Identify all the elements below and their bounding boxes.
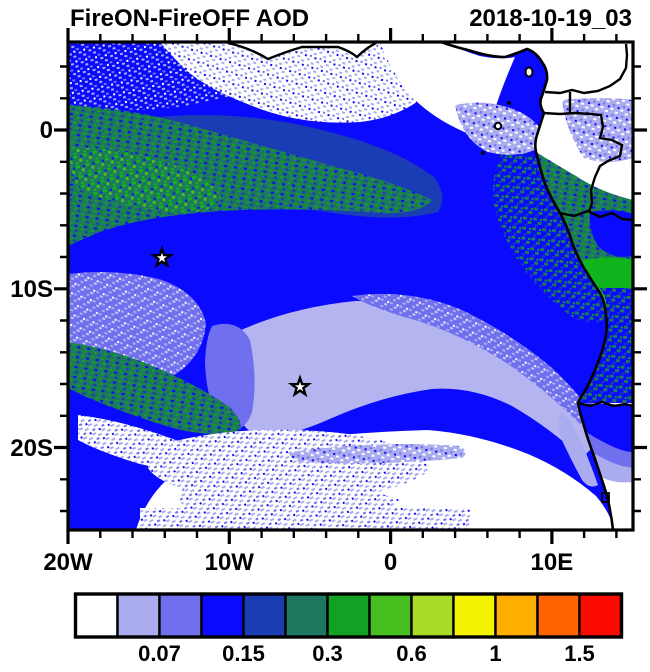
colorbar-cell-12 — [578, 592, 623, 639]
colorbar-cell-4 — [242, 592, 287, 639]
land-region-blue-patch — [589, 210, 633, 257]
aod-region-equatorial-teal-band — [68, 105, 432, 246]
colorbar-cell-11 — [536, 592, 581, 639]
axis-ticks — [54, 28, 647, 544]
coastline-guinea — [227, 42, 377, 61]
island-bioko — [524, 66, 534, 78]
y-tick-label-0: 0 — [40, 117, 53, 144]
colorbar: 0.07 0.15 0.3 0.6 1 1.5 — [73, 592, 624, 666]
border-angola-namibia — [577, 400, 633, 408]
plot-title: FireON-FireOFF AOD — [70, 5, 309, 32]
border-nigeria-cameroon — [544, 43, 629, 95]
colorbar-label-03: 0.3 — [312, 641, 343, 666]
islands — [481, 66, 534, 155]
aod-region-coast-lavender-strip — [558, 412, 598, 487]
colorbar-label-06: 0.6 — [396, 641, 427, 666]
colorbar-cell-9 — [452, 592, 497, 639]
colorbar-cell-3 — [200, 592, 245, 639]
colorbar-cell-1 — [116, 592, 161, 639]
colorbar-cell-6 — [326, 592, 371, 639]
colorbar-label-007: 0.07 — [138, 641, 181, 666]
island-annobon — [481, 151, 485, 155]
date-label: 2018-10-19_03 — [469, 5, 632, 32]
land-region-teal-band — [536, 152, 633, 288]
left-major-ticks — [54, 128, 68, 450]
colorbar-cell-0 — [74, 592, 119, 639]
aod-region-bottom-strip — [140, 508, 470, 530]
x-tick-label-20w: 20W — [43, 549, 93, 576]
colorbar-cell-2 — [158, 592, 203, 639]
colorbar-cell-5 — [284, 592, 329, 639]
colorbar-outline — [73, 592, 624, 639]
colorbar-cell-10 — [494, 592, 539, 639]
colorbar-label-1: 1 — [489, 641, 501, 666]
top-major-ticks — [66, 28, 554, 42]
left-minor-ticks — [60, 65, 68, 513]
right-major-ticks — [633, 128, 647, 450]
aod-ocean-field — [68, 42, 614, 530]
colorbar-cell-7 — [368, 592, 413, 639]
map-plot — [68, 42, 633, 530]
y-tick-label-20s: 20S — [10, 435, 53, 462]
colorbar-cell-8 — [410, 592, 455, 639]
y-tick-label-10s: 10S — [10, 276, 53, 303]
star-marker-2 — [287, 374, 313, 398]
border-walvis-bay — [601, 492, 610, 503]
border-gabon-congo — [542, 111, 624, 213]
island-sao-tome — [493, 121, 503, 131]
aod-region-swirl-sw — [78, 415, 216, 470]
aod-region-medlav-band-ne — [352, 293, 592, 424]
coastline-africa — [440, 42, 615, 530]
axis-labels: 0 10S 20S 20W 10W 0 10E — [10, 117, 573, 576]
aod-region-green-band-sw — [68, 342, 241, 434]
island-principe — [507, 101, 511, 105]
x-tick-label-10w: 10W — [205, 549, 255, 576]
aod-region-pale-wedge — [227, 300, 598, 458]
border-congo-angola — [559, 209, 633, 222]
top-minor-ticks — [99, 34, 618, 42]
map-frame — [66, 40, 635, 532]
star-marker-1 — [149, 245, 175, 269]
right-minor-ticks — [633, 65, 641, 513]
land-region-teal-lower — [578, 288, 633, 403]
land-region-namibia-lav — [592, 452, 633, 483]
aod-region-green-cluster — [70, 147, 222, 213]
x-tick-label-0: 0 — [384, 549, 397, 576]
aod-region-top-white-speckle — [160, 42, 455, 123]
aod-region-lav-streak — [289, 444, 466, 464]
colorbar-labels: 0.07 0.15 0.3 0.6 1 1.5 — [138, 641, 595, 666]
bottom-minor-ticks — [99, 530, 618, 538]
colorbar-label-15: 1.5 — [564, 641, 595, 666]
aod-region-coast-teal — [493, 148, 606, 323]
country-borders — [542, 43, 633, 503]
bottom-major-ticks — [66, 530, 554, 544]
colorbar-label-015: 0.15 — [222, 641, 265, 666]
x-tick-label-10e: 10E — [531, 549, 574, 576]
